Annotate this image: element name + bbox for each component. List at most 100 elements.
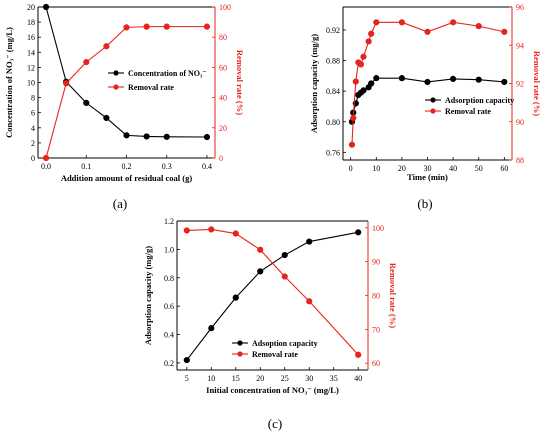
chart-panel-c: 5 10 15 20 25 30 35 40 0.2 0.4 0.6 0.8 1.0 1.2 60 70 80 9… [143, 217, 398, 431]
series-point-1 [360, 53, 367, 60]
series-point-0 [143, 133, 150, 140]
y-left-tick-label: 2 [31, 139, 35, 148]
series-point-1 [424, 28, 431, 35]
series-point-0 [398, 75, 405, 82]
y-left-tick-label: 0.4 [164, 331, 174, 340]
y-right-tick-label: 90 [372, 258, 380, 267]
x-tick-label: 60 [500, 164, 508, 173]
panel-label: (b) [417, 196, 432, 211]
series-point-0 [203, 133, 211, 141]
series-point-1 [348, 141, 356, 148]
x-tick-label: 0 [349, 164, 353, 173]
series-point-0 [208, 325, 215, 332]
legend-label-1: Removal rate [252, 350, 298, 359]
y-left-tick-label: 1.0 [164, 245, 174, 254]
series-point-0 [232, 294, 239, 301]
legend-label-1: Removal rate [445, 107, 491, 116]
x-tick-label: 0.4 [202, 162, 212, 171]
series-line-0 [45, 6, 207, 138]
legend-marker-0 [237, 340, 243, 346]
series-point-1 [398, 19, 405, 26]
y-left-tick-label: 4 [31, 124, 35, 133]
series-point-0 [42, 3, 50, 11]
legend-label-1: Removal rate [128, 83, 174, 92]
y-right-tick-label: 80 [372, 292, 380, 301]
series-point-0 [475, 76, 482, 83]
legend-marker-1 [113, 84, 119, 90]
series-point-1 [83, 59, 90, 66]
series-point-1 [450, 19, 457, 26]
y-right-tick-label: 70 [372, 325, 380, 334]
y-left-tick-label: 18 [27, 18, 35, 27]
series-point-1 [368, 30, 375, 37]
x-tick-label: 25 [281, 374, 289, 383]
y-left-axis-title: Adsorption capacity (mg/g) [143, 246, 153, 345]
y-left-tick-label: 0.2 [164, 359, 174, 368]
y-right-tick-label: 96 [516, 3, 524, 12]
series-point-1 [183, 227, 190, 234]
y-left-tick-label: 12 [27, 63, 35, 72]
series-point-1 [373, 19, 380, 26]
y-right-tick-label: 94 [516, 41, 524, 50]
x-tick-label: 15 [232, 374, 240, 383]
series-point-1 [350, 114, 357, 122]
y-left-tick-label: 0.80 [326, 118, 340, 127]
y-left-tick-label: 0.6 [164, 302, 174, 311]
x-axis-title: Initial concentration of NO₃⁻ (mg/L) [206, 385, 339, 395]
series-point-0 [83, 99, 90, 106]
y-left-tick-label: 8 [31, 94, 35, 103]
y-left-tick-label: 0.92 [326, 26, 340, 35]
series-point-1 [352, 78, 359, 85]
series-point-1 [281, 273, 288, 280]
y-right-tick-label: 40 [219, 94, 227, 103]
y-left-tick-label: 0.8 [164, 274, 174, 283]
series-point-1 [203, 23, 211, 30]
y-right-tick-label: 20 [219, 124, 227, 133]
chart-panel-a: 0.0 0.1 0.2 0.3 0.4 0 2 4 6 8 10 12 14 16 18 20 0 20 40 60 8… [4, 3, 245, 211]
y-right-tick-label: 100 [219, 3, 231, 12]
series-point-0 [360, 87, 367, 94]
x-axis-title: Addition amount of residual coal (g) [61, 173, 193, 183]
legend-marker-0 [113, 70, 119, 76]
series-point-0 [424, 78, 431, 86]
series-point-0 [501, 78, 508, 86]
y-left-tick-label: 10 [27, 79, 35, 88]
series-line-1 [186, 228, 359, 356]
legend-marker-0 [430, 97, 436, 103]
x-tick-label: 35 [330, 374, 338, 383]
series-point-0 [306, 238, 313, 245]
series-point-0 [103, 114, 110, 122]
y-right-tick-label: 60 [372, 359, 380, 368]
legend-marker-1 [237, 351, 243, 357]
y-right-axis-title: Removal rate (%) [388, 263, 398, 328]
series-point-1 [63, 80, 70, 87]
legend-marker-1 [430, 108, 436, 114]
series-point-0 [123, 132, 130, 139]
y-right-tick-label: 92 [516, 80, 524, 89]
x-tick-label: 10 [207, 374, 215, 383]
series-point-0 [355, 229, 362, 236]
chart-panel-b: 0 10 20 30 40 50 60 0.76 0.80 0.84 0.88 0.92 88 90 92 9… [309, 3, 542, 211]
legend-label-0: Adsorption capacity [445, 96, 514, 105]
y-left-axis-title: Concentration of NO₃⁻ (mg/L) [4, 27, 14, 138]
y-right-tick-label: 100 [372, 224, 384, 233]
y-right-axis-title: Removal rate (%) [532, 51, 542, 116]
legend-label-0: Concentration of NO₃⁻ [128, 69, 207, 78]
y-left-tick-label: 0.76 [326, 148, 340, 157]
series-point-1 [208, 226, 215, 233]
series-line-1 [351, 21, 505, 145]
series-point-1 [306, 298, 313, 305]
y-left-axis-title: Adsorption capacity (mg/g) [309, 34, 319, 133]
x-axis-title: Time (min) [407, 172, 448, 182]
x-tick-label: 0.1 [81, 162, 91, 171]
y-right-tick-label: 60 [219, 63, 227, 72]
panel-label: (c) [268, 416, 282, 431]
y-left-tick-label: 16 [27, 33, 35, 42]
series-point-1 [257, 246, 264, 253]
y-left-tick-label: 1.2 [164, 217, 174, 226]
x-tick-label: 30 [424, 164, 432, 173]
x-tick-label: 20 [398, 164, 406, 173]
series-point-1 [357, 61, 365, 68]
series-line-1 [45, 26, 207, 159]
